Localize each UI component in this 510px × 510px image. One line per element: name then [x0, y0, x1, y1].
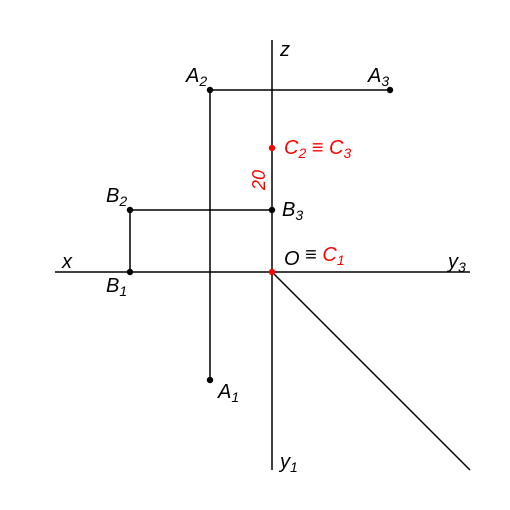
point-A2 — [207, 87, 213, 93]
compound-label: O ≡ C1 — [284, 244, 345, 270]
dimension-20: 20 — [249, 170, 269, 191]
point-label-B1: B1 — [106, 275, 127, 299]
point-O — [269, 269, 275, 275]
point-A1 — [207, 377, 213, 383]
point-label-B2: B2 — [106, 185, 127, 209]
point-B2 — [127, 207, 133, 213]
point-C23 — [269, 145, 275, 151]
axis-label: z — [279, 39, 290, 61]
axis-label: y1 — [278, 451, 298, 475]
point-label-A3: A3 — [367, 65, 389, 89]
descriptive-geometry-diagram: x y3 z y1 A2 A3 A1 B2 B3 B1 C2 ≡ C3 O ≡ C1 20 — [0, 0, 510, 510]
axis-label: x — [61, 251, 73, 273]
axis-label: y3 — [446, 251, 466, 275]
compound-label: C2 ≡ C3 — [284, 137, 352, 161]
point-label-A1: A1 — [217, 381, 239, 405]
point-B1 — [127, 269, 133, 275]
point-B3 — [269, 207, 275, 213]
axis-diag — [272, 272, 470, 470]
point-label-A2: A2 — [185, 65, 207, 89]
point-label-B3: B3 — [282, 199, 303, 223]
